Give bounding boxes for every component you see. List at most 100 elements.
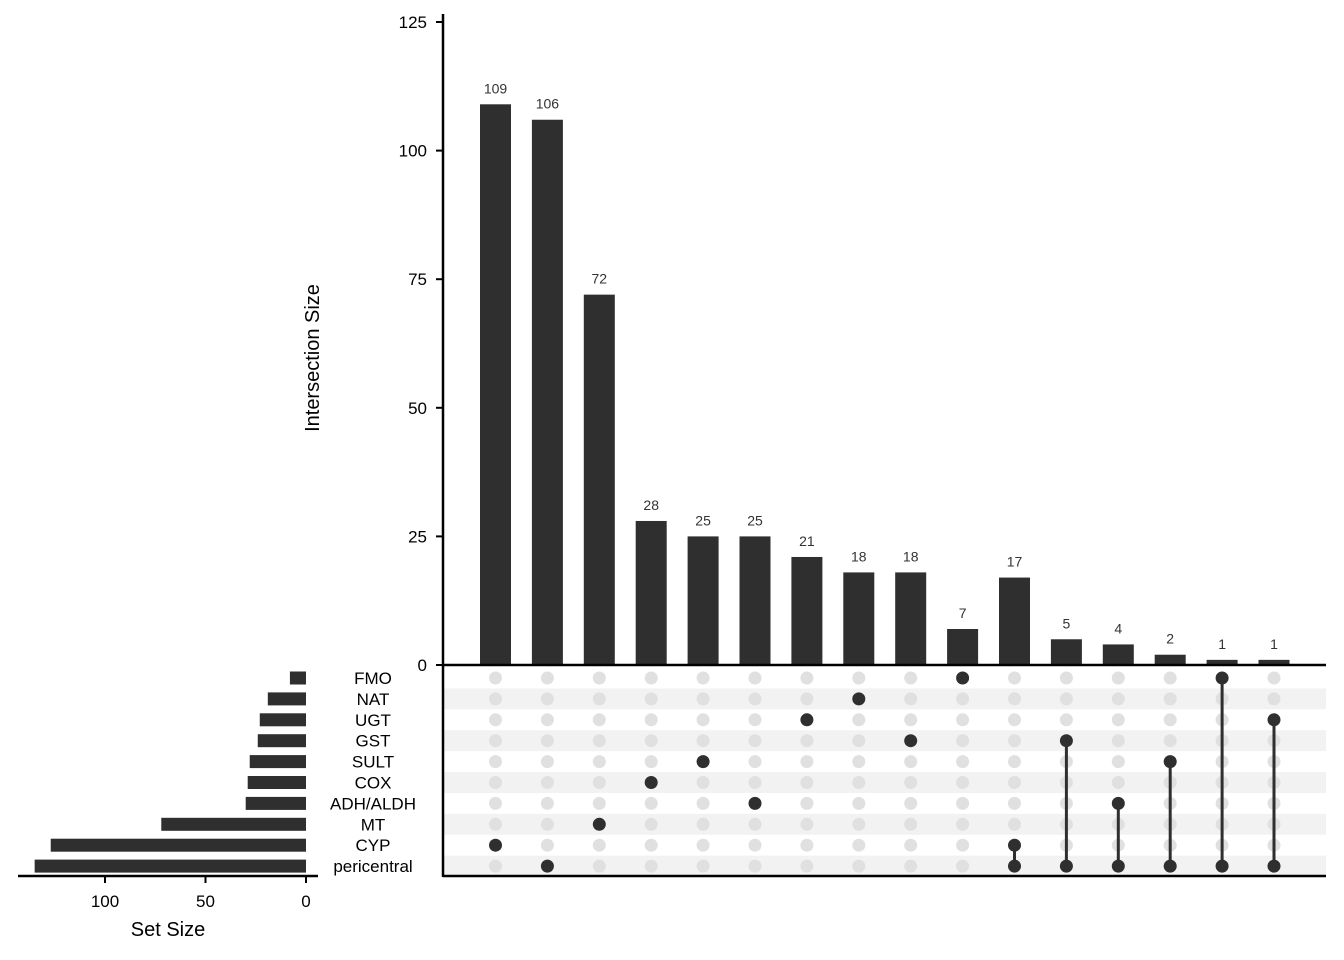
matrix-dot-active-10-9 [1008, 859, 1021, 873]
matrix-dot-inactive-12-0 [1111, 671, 1125, 685]
matrix-dot-inactive-9-6 [956, 796, 970, 810]
matrix-stripe-1 [443, 688, 1326, 710]
matrix-dot-inactive-4-1 [696, 692, 710, 706]
matrix-dot-active-12-6 [1111, 796, 1125, 810]
set-label-0: FMO [354, 669, 392, 688]
intersection-bar-label-11: 5 [1063, 615, 1071, 631]
matrix-dot-active-14-9 [1215, 859, 1229, 873]
matrix-dot-inactive-2-8 [592, 838, 606, 852]
matrix-dot-inactive-4-8 [696, 838, 710, 852]
matrix-dot-inactive-3-8 [644, 838, 658, 852]
matrix-dot-inactive-1-3 [540, 734, 554, 748]
intersection-bar-3 [635, 520, 667, 665]
matrix-dot-inactive-11-0 [1059, 671, 1073, 685]
y-axis-title: Intersection Size [302, 284, 324, 432]
matrix-dot-inactive-2-4 [592, 755, 606, 769]
set-size-bar-6 [245, 796, 306, 810]
matrix-dot-inactive-1-6 [540, 796, 554, 810]
matrix-dot-inactive-5-4 [748, 755, 762, 769]
intersection-bar-label-14: 1 [1218, 636, 1226, 652]
matrix-dot-active-14-0 [1215, 671, 1229, 685]
intersection-bar-9 [947, 628, 979, 665]
matrix-dot-active-11-9 [1059, 859, 1073, 873]
intersection-bar-label-0: 109 [484, 80, 508, 96]
y-tick-label-125: 125 [399, 13, 427, 32]
matrix-dot-inactive-0-4 [489, 755, 502, 769]
matrix-dot-inactive-7-0 [852, 671, 866, 685]
matrix-dot-inactive-13-3 [1163, 734, 1177, 748]
y-tick-label-25: 25 [408, 527, 427, 546]
matrix-dot-inactive-2-2 [592, 713, 606, 727]
matrix-dot-active-5-6 [748, 796, 762, 810]
set-size-bar-2 [259, 713, 306, 727]
matrix-dot-active-0-8 [489, 838, 502, 852]
matrix-dot-inactive-8-1 [904, 692, 918, 706]
matrix-dot-active-2-7 [592, 817, 606, 831]
matrix-dot-active-12-9 [1111, 859, 1125, 873]
matrix-dot-inactive-12-4 [1111, 755, 1125, 769]
intersection-bar-14 [1206, 659, 1238, 665]
matrix-dot-active-10-8 [1008, 838, 1021, 852]
matrix-dot-inactive-3-2 [644, 713, 658, 727]
matrix-dot-inactive-5-1 [748, 692, 762, 706]
matrix-dot-active-7-1 [852, 692, 866, 706]
intersection-bar-label-7: 18 [851, 548, 867, 564]
matrix-dot-inactive-2-9 [592, 859, 606, 873]
matrix-dot-inactive-3-1 [644, 692, 658, 706]
matrix-dot-inactive-8-7 [904, 817, 918, 831]
intersection-bar-label-15: 1 [1270, 636, 1278, 652]
matrix-dot-inactive-4-5 [696, 776, 710, 789]
set-label-5: COX [355, 774, 392, 793]
matrix-dot-inactive-1-7 [540, 817, 554, 831]
matrix-dot-inactive-0-1 [489, 692, 502, 706]
matrix-dot-inactive-0-0 [489, 671, 502, 685]
matrix-dot-inactive-1-0 [540, 671, 554, 685]
set-size-bar-7 [161, 817, 306, 831]
intersection-bar-10 [999, 577, 1030, 665]
matrix-dot-active-6-2 [800, 713, 814, 727]
matrix-dot-inactive-11-1 [1059, 692, 1073, 706]
matrix-dot-inactive-4-2 [696, 713, 710, 727]
matrix-dot-inactive-6-1 [800, 692, 814, 706]
intersection-bar-11 [1050, 639, 1082, 665]
matrix-dot-active-8-3 [904, 734, 918, 748]
matrix-dot-inactive-9-4 [956, 755, 970, 769]
intersection-bar-label-6: 21 [799, 533, 815, 549]
matrix-dot-inactive-3-7 [644, 817, 658, 831]
matrix-dot-active-15-2 [1267, 713, 1281, 727]
intersection-bar-label-10: 17 [1007, 554, 1023, 570]
set-label-2: UGT [355, 711, 391, 730]
matrix-dot-inactive-9-7 [956, 817, 970, 831]
set-size-bar-5 [247, 776, 306, 789]
matrix-dot-inactive-4-6 [696, 796, 710, 810]
matrix-dot-inactive-3-6 [644, 796, 658, 810]
matrix-dot-inactive-12-5 [1111, 776, 1125, 789]
matrix-dot-inactive-7-3 [852, 734, 866, 748]
matrix-stripe-7 [443, 813, 1326, 835]
intersection-bars [480, 104, 1290, 665]
matrix-stripe-5 [443, 772, 1326, 793]
matrix-dot-inactive-12-3 [1111, 734, 1125, 748]
matrix-dot-inactive-13-0 [1163, 671, 1177, 685]
matrix-dot-inactive-7-2 [852, 713, 866, 727]
matrix-dot-inactive-10-0 [1008, 671, 1021, 685]
matrix-dot-inactive-13-2 [1163, 713, 1177, 727]
intersection-bar-label-3: 28 [643, 497, 659, 513]
intersection-bar-7 [843, 572, 875, 665]
intersection-bar-label-8: 18 [903, 548, 919, 564]
intersection-bar-0 [480, 104, 511, 665]
membership-matrix [489, 671, 1281, 873]
matrix-dot-inactive-2-5 [592, 776, 606, 789]
intersection-bar-label-2: 72 [592, 271, 608, 287]
matrix-dot-inactive-4-0 [696, 671, 710, 685]
intersection-bar-label-4: 25 [695, 512, 711, 528]
matrix-dot-inactive-3-9 [644, 859, 658, 873]
set-label-7: MT [361, 815, 386, 834]
matrix-stripe-3 [443, 730, 1326, 752]
matrix-dot-inactive-8-5 [904, 776, 918, 789]
matrix-dot-inactive-10-2 [1008, 713, 1021, 727]
set-size-tick-label-100: 100 [91, 892, 119, 911]
matrix-dot-inactive-13-1 [1163, 692, 1177, 706]
intersection-bar-6 [791, 556, 823, 665]
y-tick-label-0: 0 [418, 656, 427, 675]
